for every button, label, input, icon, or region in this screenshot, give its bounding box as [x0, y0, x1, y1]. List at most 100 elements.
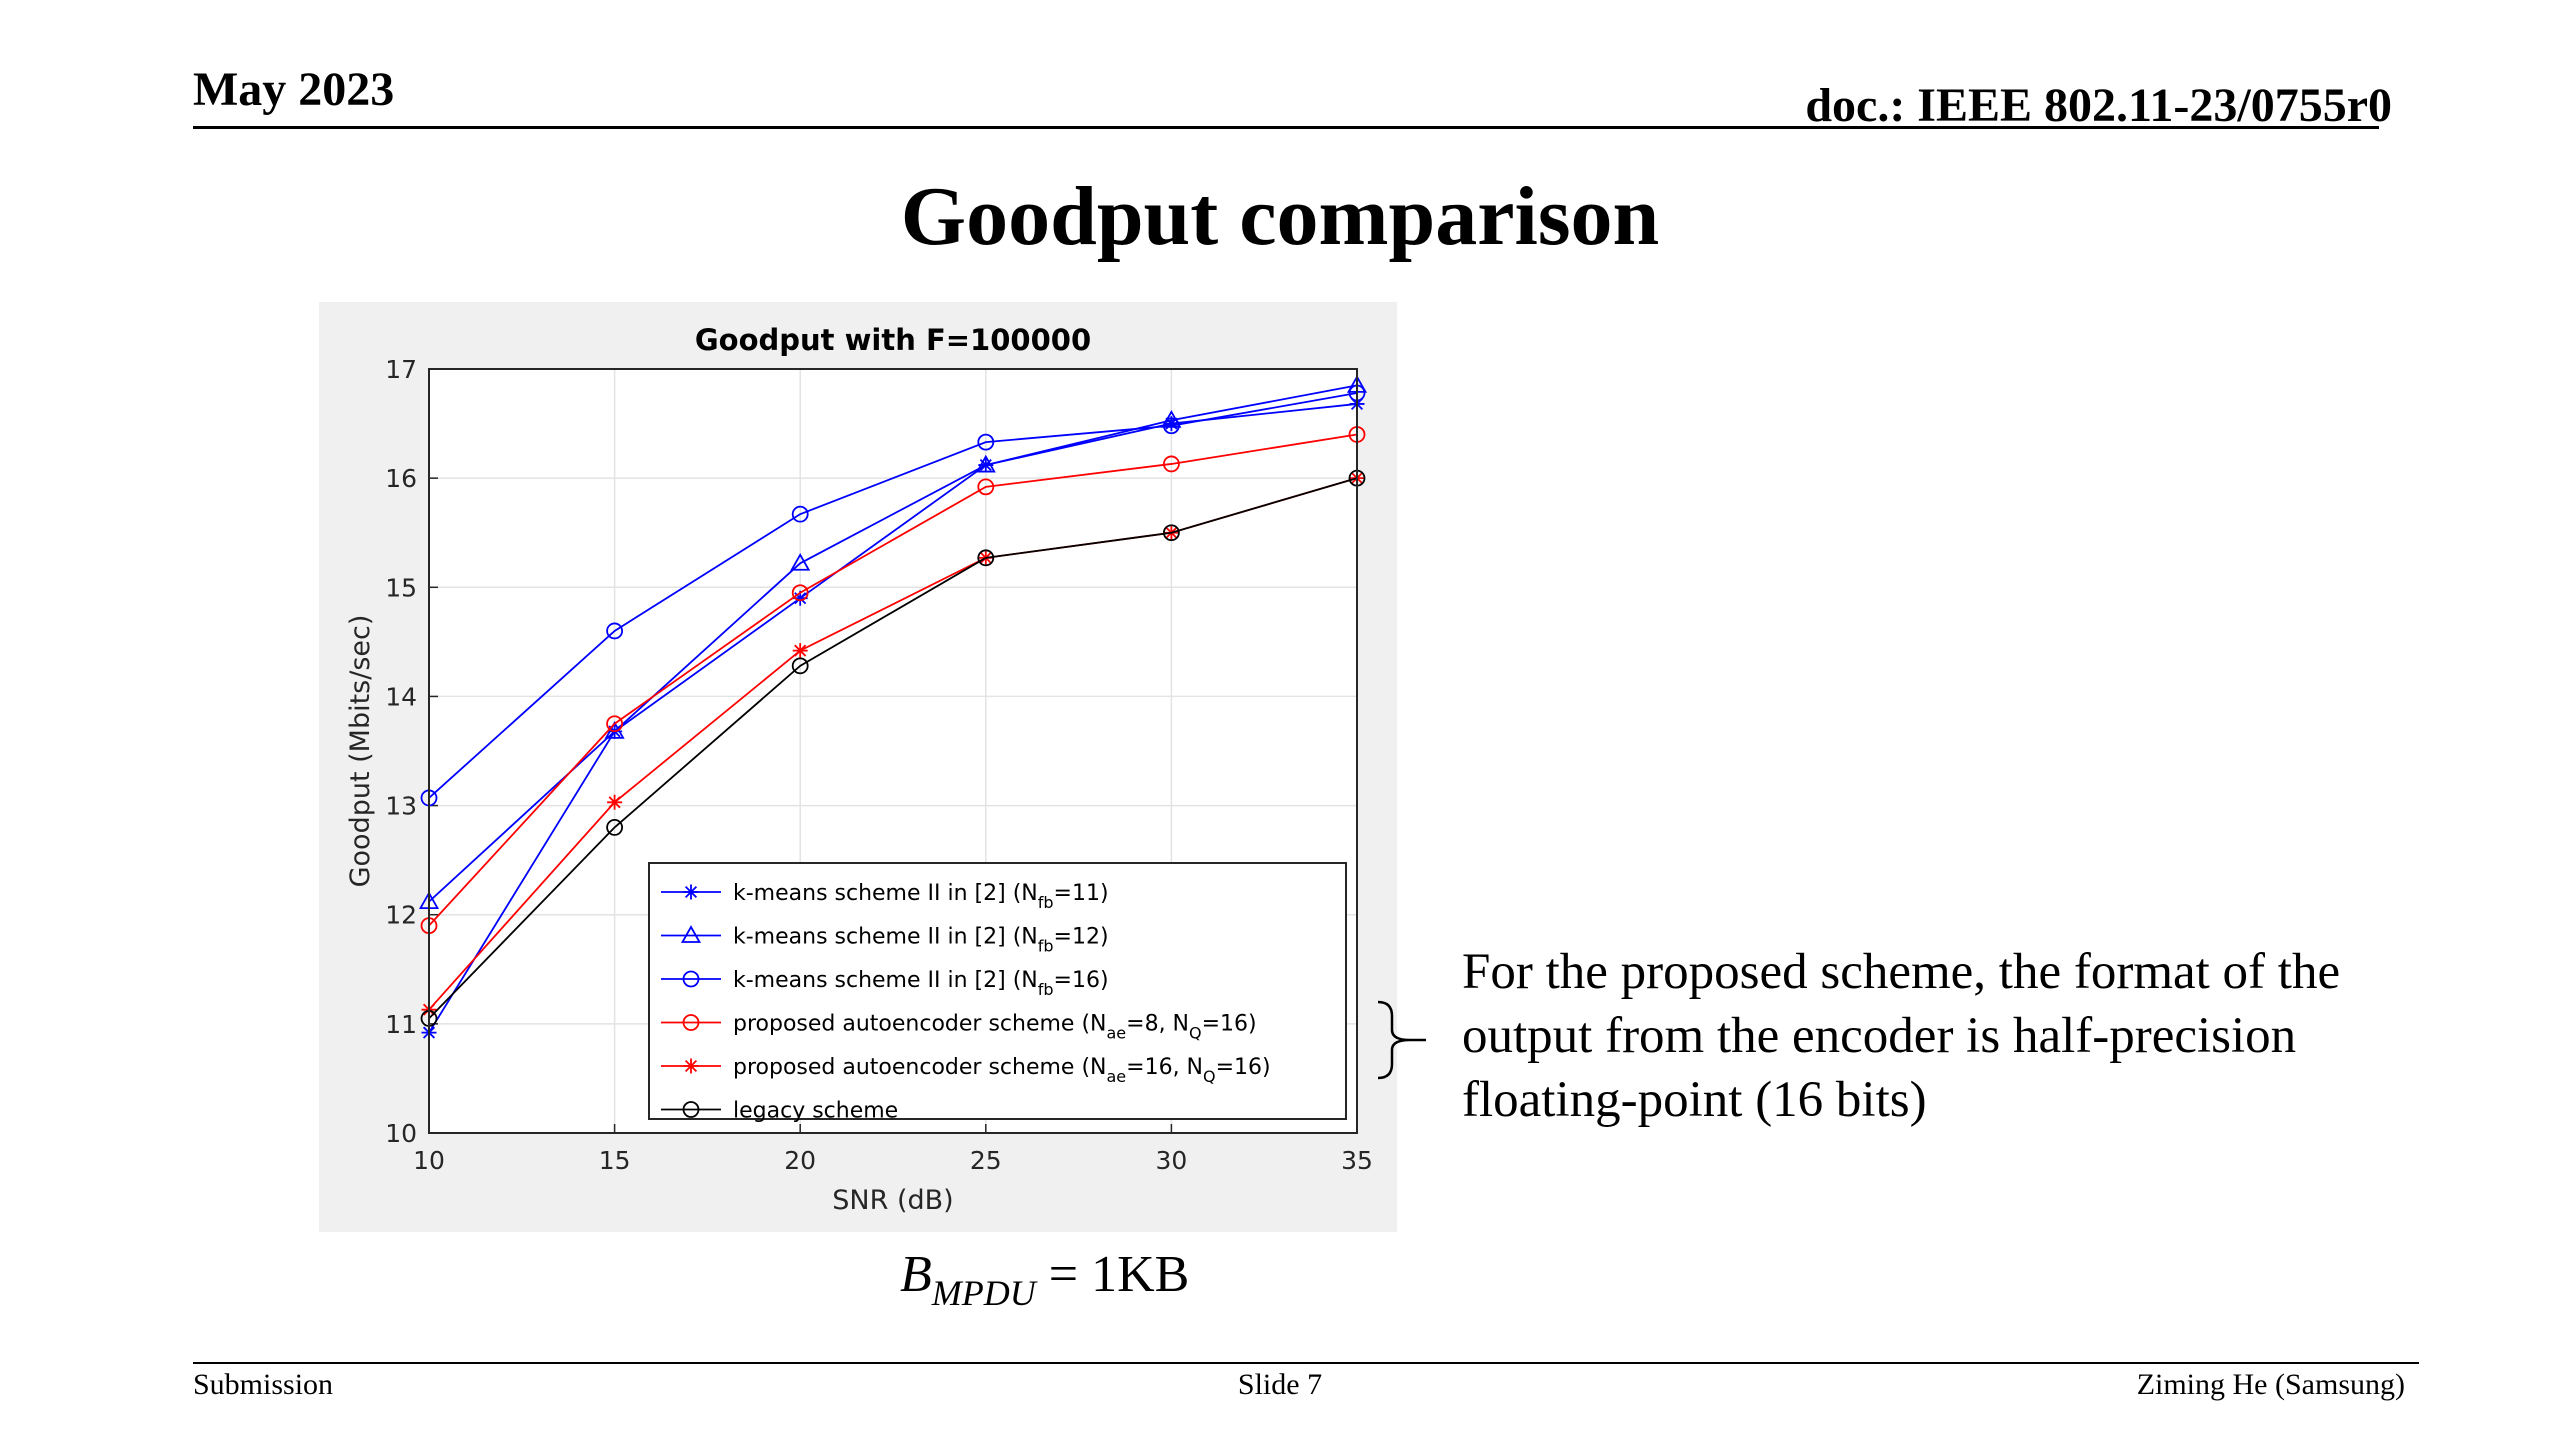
legend-entry-1: k-means scheme II in [2] (Nfb=11)	[661, 881, 1109, 912]
x-axis-label: SNR (dB)	[832, 1185, 953, 1216]
legend-label-part: proposed autoencoder scheme (N	[733, 1055, 1106, 1080]
y-axis-label: Goodput (Mbits/sec)	[345, 615, 376, 888]
legend-label-part: Q	[1189, 1024, 1202, 1043]
x-tick-label: 10	[413, 1146, 445, 1175]
legend-label-part: Q	[1203, 1067, 1216, 1086]
legend-label-part: =12)	[1054, 925, 1109, 950]
series-layer	[418, 375, 1368, 1041]
y-tick-label: 11	[385, 1010, 417, 1039]
y-tick-label: 10	[385, 1119, 417, 1148]
x-tick-label: 25	[970, 1146, 1002, 1175]
x-tick-label: 20	[784, 1146, 816, 1175]
data-point	[606, 715, 624, 733]
series-line	[428, 384, 1358, 903]
legend-label-part: =16, N	[1126, 1055, 1203, 1080]
legend-marker	[682, 1101, 700, 1118]
formula-symbol: B	[900, 1246, 932, 1303]
data-point	[606, 622, 624, 640]
slide-title: Goodput comparison	[900, 170, 1660, 263]
y-tick-label: 14	[385, 682, 417, 711]
legend-label: k-means scheme II in [2] (Nfb=16)	[733, 968, 1109, 999]
y-tick-label: 13	[385, 792, 417, 821]
data-point	[792, 590, 808, 606]
legend-label-part: fb	[1038, 937, 1054, 956]
legend-entry-5: proposed autoencoder scheme (Nae=16, NQ=…	[661, 1055, 1271, 1086]
x-tick-label: 30	[1155, 1146, 1187, 1175]
chart-title: Goodput with F=100000	[695, 323, 1091, 357]
axis-ticks: 10 15 20 25 30 35 10 11 12 13 14 15 16 17	[385, 355, 1373, 1175]
footer-divider	[193, 1362, 2419, 1364]
legend-label: k-means scheme II in [2] (Nfb=11)	[733, 881, 1109, 912]
data-point	[791, 505, 809, 523]
data-point	[791, 657, 809, 675]
footer-author: Ziming He (Samsung)	[2136, 1368, 2405, 1401]
header-divider	[193, 126, 2379, 129]
legend-label-part: fb	[1038, 893, 1054, 912]
legend-label-part: k-means scheme II in [2] (N	[733, 881, 1038, 906]
legend-label-part: legacy scheme	[733, 1099, 898, 1124]
data-point	[1163, 416, 1179, 432]
chart-figure: 10 15 20 25 30 35 10 11 12 13 14 15 16 17 Goodput wit…	[319, 302, 1397, 1232]
data-point	[1163, 524, 1180, 542]
data-point	[977, 478, 995, 496]
series-line	[428, 433, 1358, 927]
footer-submission: Submission	[193, 1368, 334, 1401]
legend-label: legacy scheme	[733, 1099, 898, 1124]
data-point	[792, 643, 808, 659]
data-point	[1163, 417, 1180, 435]
data-point	[977, 433, 995, 451]
series-6	[420, 469, 1366, 1027]
series-4	[420, 426, 1366, 935]
data-point	[790, 552, 811, 571]
legend-label-part: =16)	[1202, 1012, 1257, 1037]
legend-label: proposed autoencoder scheme (Nae=16, NQ=…	[733, 1055, 1271, 1086]
legend-label-part: k-means scheme II in [2] (N	[733, 968, 1038, 993]
legend-label: proposed autoencoder scheme (Nae=8, NQ=1…	[733, 1012, 1257, 1043]
legend-label-part: =16)	[1216, 1055, 1271, 1080]
legend-marker	[682, 970, 700, 988]
header-doc-id: doc.: IEEE 802.11-23/0755r0	[1805, 79, 2392, 132]
brace-icon	[1377, 1000, 1426, 1080]
data-point	[791, 584, 809, 602]
series-line	[428, 477, 1358, 1020]
legend-marker	[680, 925, 702, 943]
goodput-chart: 10 15 20 25 30 35 10 11 12 13 14 15 16 17 Goodput wit…	[345, 323, 1373, 1216]
data-point	[1163, 455, 1180, 473]
legend-entry-2: k-means scheme II in [2] (Nfb=12)	[661, 925, 1109, 956]
data-point	[975, 454, 996, 473]
legend-label: k-means scheme II in [2] (Nfb=12)	[733, 925, 1109, 956]
data-point	[977, 549, 995, 567]
legend-label-part: ae	[1106, 1067, 1126, 1086]
x-tick-label: 35	[1341, 1146, 1373, 1175]
y-tick-label: 16	[385, 464, 417, 493]
footer-slide-number: Slide 7	[1237, 1368, 1323, 1401]
legend-entry-6: legacy scheme	[661, 1099, 898, 1124]
series-line	[428, 392, 1358, 799]
header-date: May 2023	[193, 63, 395, 116]
scheme-note: For the proposed scheme, the format of t…	[1462, 944, 2341, 1128]
y-tick-label: 15	[385, 573, 417, 602]
x-tick-label: 15	[599, 1146, 631, 1175]
legend-label-part: =11)	[1054, 881, 1109, 906]
legend-label-part: =16)	[1054, 968, 1109, 993]
axes-box	[428, 368, 1358, 1134]
legend-label-part: fb	[1038, 980, 1054, 999]
data-point	[606, 819, 624, 836]
data-point	[607, 794, 623, 810]
legend: k-means scheme II in [2] (Nfb=11)k-means…	[648, 862, 1347, 1124]
legend-label-part: k-means scheme II in [2] (N	[733, 925, 1038, 950]
legend-label-part: proposed autoencoder scheme (N	[733, 1012, 1106, 1037]
formula-subscript: MPDU	[931, 1273, 1036, 1313]
y-tick-label: 17	[385, 355, 417, 384]
legend-marker	[683, 884, 699, 900]
legend-marker	[683, 1058, 699, 1074]
legend-entry-4: proposed autoencoder scheme (Nae=8, NQ=1…	[661, 1012, 1257, 1043]
mpdu-formula: BMPDU = 1KB	[900, 1245, 1190, 1313]
legend-label-part: ae	[1106, 1024, 1126, 1043]
formula-value: = 1KB	[1048, 1246, 1190, 1303]
legend-entry-3: k-means scheme II in [2] (Nfb=16)	[661, 968, 1109, 999]
series-3	[420, 384, 1366, 807]
legend-marker	[682, 1014, 700, 1031]
legend-label-part: =8, N	[1126, 1012, 1189, 1037]
legend-box	[648, 862, 1347, 1120]
